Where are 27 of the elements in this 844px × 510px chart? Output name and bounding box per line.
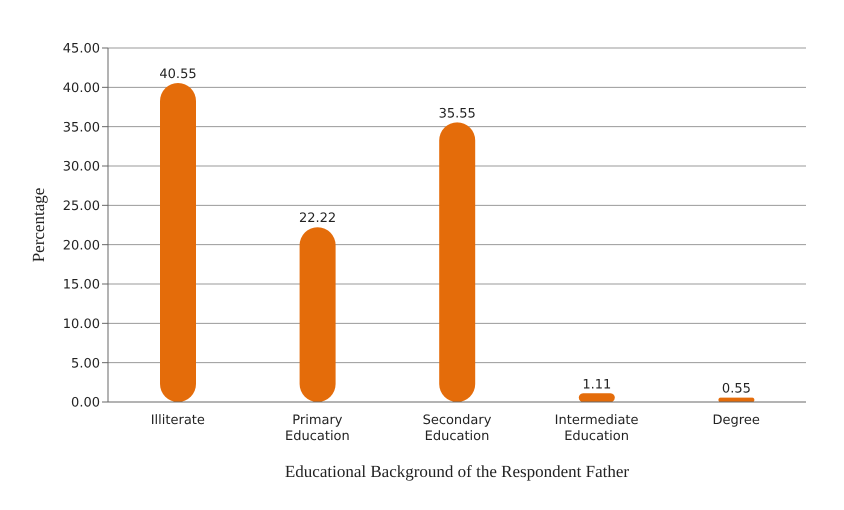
data-label: 40.55 [159, 67, 197, 82]
bar [578, 393, 615, 402]
data-label: 1.11 [582, 377, 612, 392]
x-tick-label: Intermediate Education [554, 413, 639, 444]
bar [718, 398, 754, 402]
bar [160, 83, 196, 402]
y-tick-label: 10.00 [62, 316, 100, 332]
y-tick-label: 25.00 [62, 198, 100, 214]
y-tick-label: 30.00 [62, 160, 100, 175]
y-tick-label: 35.00 [62, 120, 100, 136]
bar [439, 122, 476, 402]
y-axis-title: Percentage [29, 188, 48, 262]
data-label: 0.55 [722, 382, 751, 397]
data-label: 22.22 [298, 211, 336, 226]
y-tick-label: 5.00 [71, 356, 100, 372]
y-tick-label: 0.00 [71, 396, 100, 411]
y-tick-label: 15.00 [62, 278, 100, 293]
bar [300, 227, 336, 402]
x-tick-label: Illiterate [150, 413, 205, 428]
y-tick-label: 45.00 [62, 42, 100, 57]
x-tick-label: Primary Education [285, 413, 350, 444]
x-tick-label: Secondary Education [422, 413, 492, 444]
data-label: 35.55 [438, 106, 476, 122]
x-axis-title: Educational Background of the Respondent Father [284, 462, 630, 481]
y-tick-label: 40.00 [62, 80, 100, 96]
y-tick-label: 20.00 [62, 238, 100, 254]
x-tick-label: Degree [712, 413, 760, 428]
